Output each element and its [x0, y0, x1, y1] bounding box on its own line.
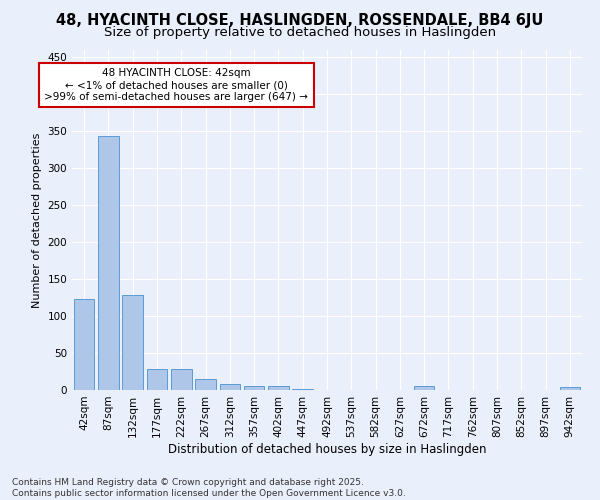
- Text: Size of property relative to detached houses in Haslingden: Size of property relative to detached ho…: [104, 26, 496, 39]
- Bar: [292, 388, 313, 390]
- Text: 48 HYACINTH CLOSE: 42sqm
← <1% of detached houses are smaller (0)
>99% of semi-d: 48 HYACINTH CLOSE: 42sqm ← <1% of detach…: [44, 68, 308, 102]
- Bar: [268, 386, 289, 390]
- Bar: [560, 387, 580, 390]
- Bar: [244, 386, 265, 390]
- Bar: [195, 379, 216, 390]
- Bar: [98, 136, 119, 390]
- Bar: [74, 299, 94, 390]
- Y-axis label: Number of detached properties: Number of detached properties: [32, 132, 42, 308]
- X-axis label: Distribution of detached houses by size in Haslingden: Distribution of detached houses by size …: [168, 442, 486, 456]
- Text: 48, HYACINTH CLOSE, HASLINGDEN, ROSSENDALE, BB4 6JU: 48, HYACINTH CLOSE, HASLINGDEN, ROSSENDA…: [56, 12, 544, 28]
- Bar: [171, 370, 191, 390]
- Bar: [122, 296, 143, 390]
- Bar: [146, 370, 167, 390]
- Bar: [414, 386, 434, 390]
- Text: Contains HM Land Registry data © Crown copyright and database right 2025.
Contai: Contains HM Land Registry data © Crown c…: [12, 478, 406, 498]
- Bar: [220, 384, 240, 390]
